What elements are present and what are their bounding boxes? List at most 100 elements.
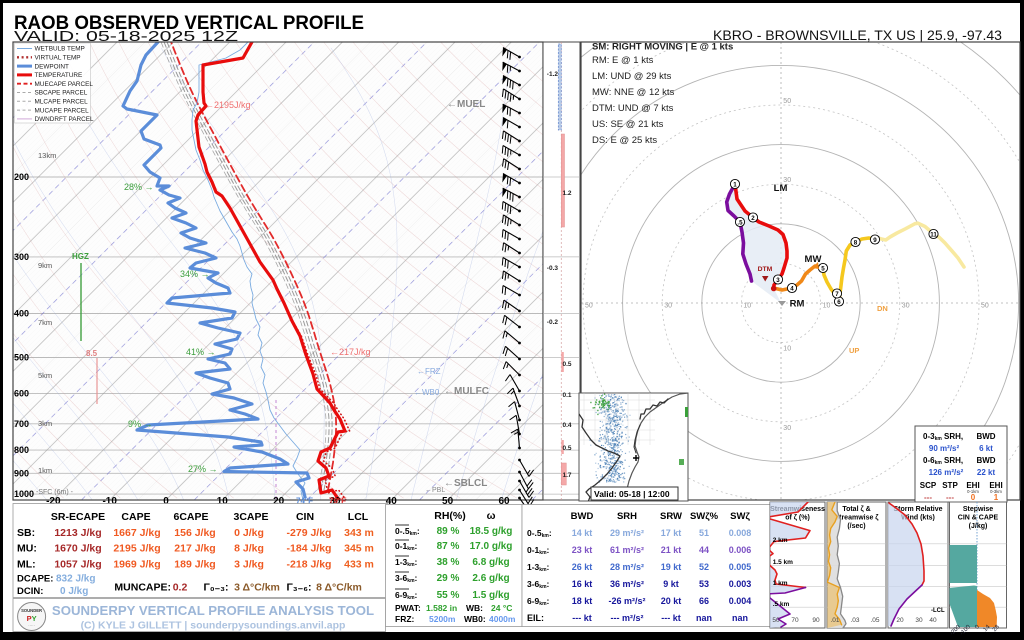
svg-text:PWAT:: PWAT:	[395, 603, 421, 613]
svg-text:2.6 g/kg: 2.6 g/kg	[472, 573, 509, 584]
svg-text:832 J/kg: 832 J/kg	[56, 574, 95, 585]
svg-text:89 %: 89 %	[437, 526, 460, 537]
svg-text:21 kt: 21 kt	[661, 545, 682, 555]
svg-text:VIRTUAL TEMP: VIRTUAL TEMP	[35, 55, 81, 62]
svg-text:9km: 9km	[38, 261, 52, 270]
svg-text:3CAPE: 3CAPE	[233, 511, 268, 523]
svg-text:--- kt: --- kt	[572, 613, 592, 623]
svg-text:2: 2	[751, 215, 755, 222]
svg-text:0.005: 0.005	[729, 562, 752, 572]
svg-text:17.0 g/kg: 17.0 g/kg	[470, 541, 513, 552]
svg-text:1-3km:: 1-3km:	[527, 562, 550, 573]
svg-text:400: 400	[14, 309, 29, 319]
svg-text:0-3km SRH,: 0-3km SRH,	[923, 432, 963, 442]
svg-text:SRH: SRH	[617, 511, 637, 522]
svg-text:3 J/kg: 3 J/kg	[234, 559, 264, 571]
svg-text:ω: ω	[487, 510, 496, 522]
svg-text:0 J/kg: 0 J/kg	[60, 586, 88, 597]
svg-text:SCP: SCP	[920, 481, 937, 490]
svg-text:RM: E @ 1 kts: RM: E @ 1 kts	[592, 55, 654, 66]
svg-text:.5: .5	[737, 219, 743, 226]
svg-text:28: 28	[992, 624, 1001, 633]
svg-text:PY: PY	[27, 614, 37, 623]
svg-text:EIL:: EIL:	[527, 613, 544, 623]
svg-text:9: 9	[873, 237, 877, 244]
svg-text:RAOB OBSERVED VERTICAL PROFILE: RAOB OBSERVED VERTICAL PROFILE	[14, 12, 364, 34]
svg-text:-20: -20	[46, 496, 61, 507]
svg-text:700: 700	[14, 419, 29, 429]
svg-text:1.582 in: 1.582 in	[426, 603, 457, 613]
svg-text:16 kt: 16 kt	[572, 579, 593, 589]
svg-text:1667 J/kg: 1667 J/kg	[113, 527, 160, 539]
svg-text:29 m²/s²: 29 m²/s²	[610, 528, 644, 538]
svg-text:41% →: 41% →	[186, 347, 216, 357]
svg-text:DWNDRFT PARCEL: DWNDRFT PARCEL	[35, 116, 95, 123]
svg-text:156 J/kg: 156 J/kg	[174, 527, 215, 539]
svg-text:6-9km:: 6-9km:	[527, 596, 550, 607]
svg-text:LM: LM	[774, 183, 788, 194]
svg-text:MUECAPE PARCEL: MUECAPE PARCEL	[35, 81, 94, 88]
svg-text:26 kt: 26 kt	[572, 562, 593, 572]
svg-text:(/sec): (/sec)	[847, 523, 865, 530]
svg-text:SOUNDERPY VERTICAL PROFILE ANA: SOUNDERPY VERTICAL PROFILE ANALYSIS TOOL	[52, 603, 374, 618]
svg-text:1670 J/kg: 1670 J/kg	[54, 543, 101, 555]
svg-text:-184 J/kg: -184 J/kg	[287, 543, 332, 555]
svg-text:13km: 13km	[38, 151, 56, 160]
svg-text:US: SE @ 21 kts: US: SE @ 21 kts	[592, 119, 664, 130]
svg-text:←FRZ: ←FRZ	[417, 367, 441, 376]
svg-text:0.008: 0.008	[729, 528, 752, 538]
svg-text:nan: nan	[732, 613, 748, 623]
svg-text:2195 J/kg: 2195 J/kg	[113, 543, 160, 555]
svg-text:SWζ%: SWζ%	[690, 511, 719, 522]
svg-text:RM: RM	[790, 299, 805, 310]
svg-text:DCIN:: DCIN:	[17, 586, 43, 597]
svg-text:0-.5km:: 0-.5km:	[395, 526, 420, 537]
svg-text:4: 4	[790, 285, 794, 292]
svg-text:MUCAPE PARCEL: MUCAPE PARCEL	[35, 107, 90, 114]
svg-text:30: 30	[329, 496, 341, 507]
svg-text:MUNCAPE:: MUNCAPE:	[114, 582, 171, 594]
svg-text:30: 30	[783, 425, 791, 432]
svg-text:7km: 7km	[38, 318, 52, 327]
svg-text:SR-ECAPE: SR-ECAPE	[51, 511, 105, 523]
svg-text:1000: 1000	[14, 489, 34, 499]
svg-text:of ζ (%): of ζ (%)	[785, 515, 810, 522]
svg-text:1: 1	[733, 181, 737, 188]
svg-text:DTM: UND @ 7 kts: DTM: UND @ 7 kts	[592, 103, 674, 114]
svg-text:3-6km:: 3-6km:	[527, 579, 550, 590]
svg-text:4000m: 4000m	[489, 614, 516, 624]
svg-text:-1.2: -1.2	[547, 71, 559, 78]
svg-text:---: ---	[946, 493, 954, 502]
svg-text:189 J/kg: 189 J/kg	[174, 559, 215, 571]
svg-text:←MULFC: ←MULFC	[444, 386, 489, 397]
svg-text:11: 11	[930, 231, 937, 238]
svg-text:CIN & CAPE: CIN & CAPE	[958, 515, 999, 522]
svg-text:6.8 g/kg: 6.8 g/kg	[472, 557, 509, 568]
svg-text:BWD: BWD	[976, 432, 995, 441]
svg-text:-218 J/kg: -218 J/kg	[287, 559, 332, 571]
svg-text:--- kt: --- kt	[661, 613, 681, 623]
svg-text:SM: RIGHT MOVING | E @ 1 kts: SM: RIGHT MOVING | E @ 1 kts	[592, 42, 733, 53]
svg-text:8 J/kg: 8 J/kg	[234, 543, 264, 555]
svg-text:90 m²/s²: 90 m²/s²	[929, 444, 960, 453]
svg-text:50: 50	[981, 303, 989, 310]
svg-text:14 kt: 14 kt	[572, 528, 593, 538]
svg-text:Γ₀₋₃:: Γ₀₋₃:	[204, 582, 229, 594]
svg-text:LCL: LCL	[348, 511, 369, 523]
svg-text:1: 1	[994, 493, 999, 502]
svg-text:DS: E @ 25 kts: DS: E @ 25 kts	[592, 135, 657, 146]
svg-text:6: 6	[837, 299, 841, 306]
svg-text:DN: DN	[877, 304, 888, 313]
svg-text:FRZ:: FRZ:	[395, 614, 415, 624]
svg-text:(J/kg): (J/kg)	[969, 523, 988, 530]
svg-text:KBRO - BROWNSVILLE, TX US | 25: KBRO - BROWNSVILLE, TX US | 25.9, -97.43	[713, 27, 1002, 43]
svg-text:30: 30	[783, 177, 791, 184]
svg-text:SBCAPE PARCEL: SBCAPE PARCEL	[35, 90, 88, 97]
svg-text:38 %: 38 %	[437, 557, 460, 568]
svg-text:14: 14	[983, 624, 992, 633]
svg-text:600: 600	[14, 388, 29, 398]
svg-text:5200m: 5200m	[429, 614, 456, 624]
svg-text:8.5: 8.5	[86, 349, 98, 358]
svg-text:343 m: 343 m	[344, 527, 374, 539]
svg-text:HGZ: HGZ	[72, 252, 89, 261]
